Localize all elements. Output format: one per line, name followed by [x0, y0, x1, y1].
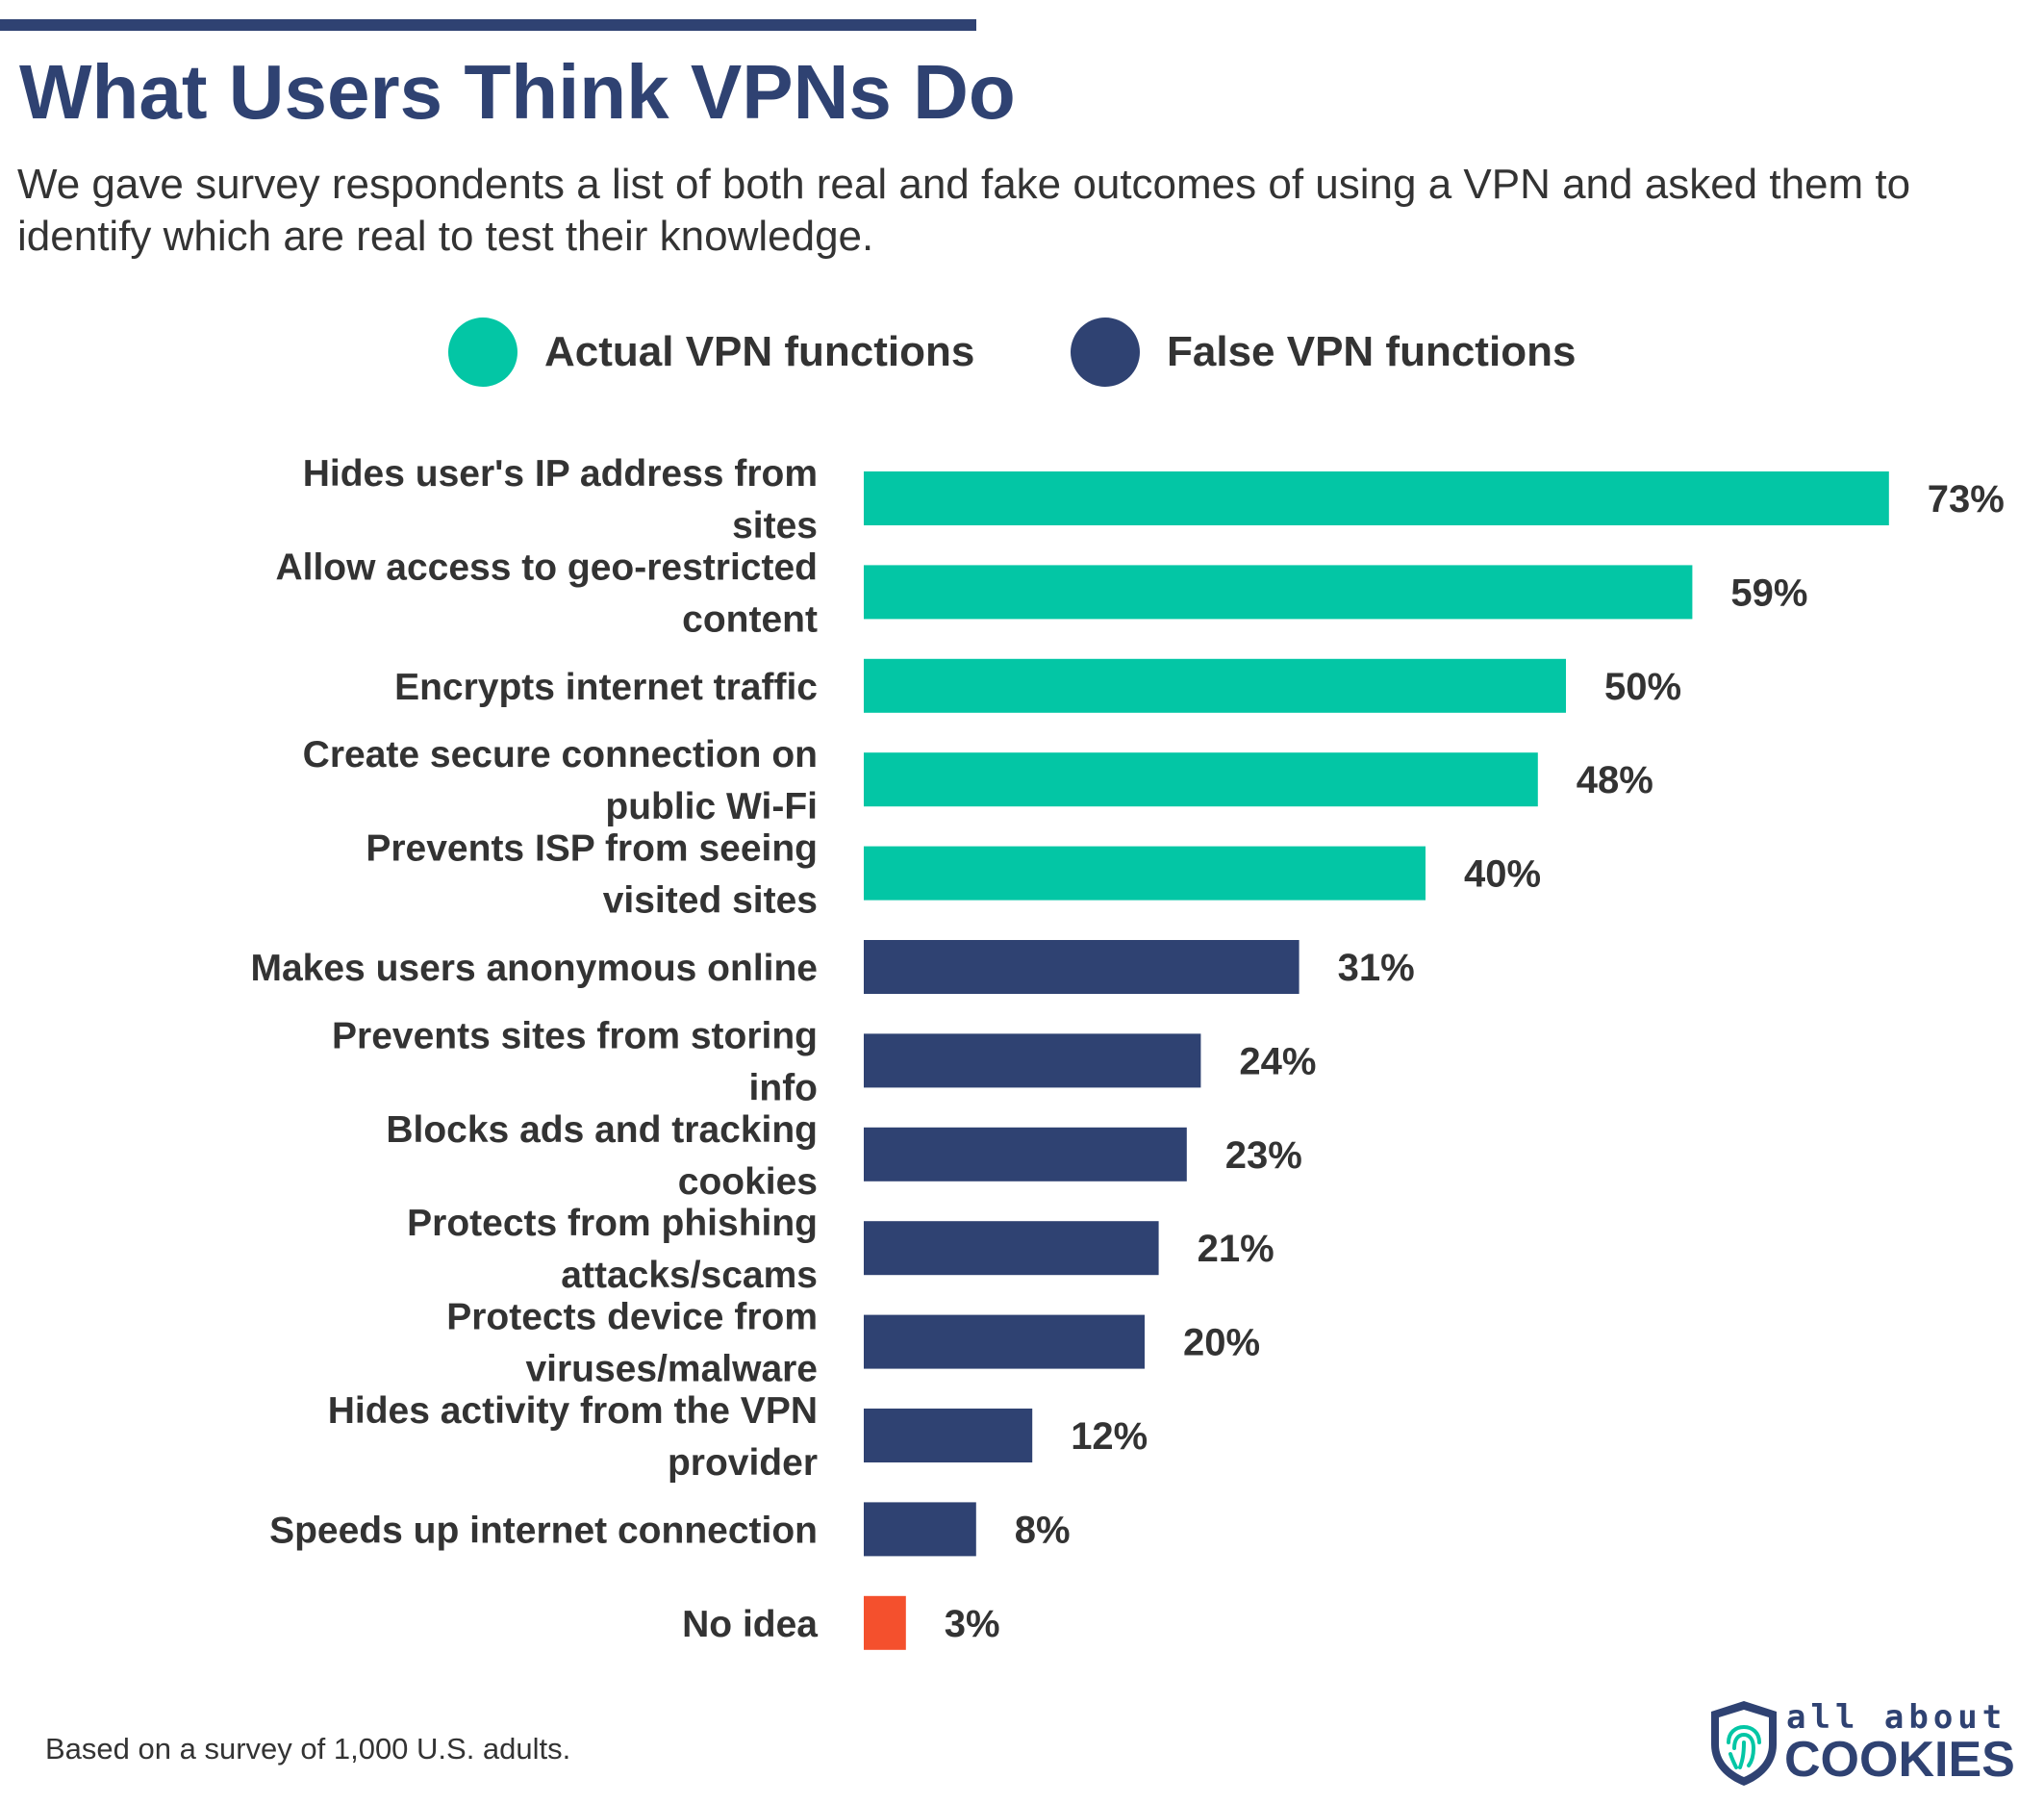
bar-7: [864, 1033, 1201, 1088]
legend-item-false: False VPN functions: [1071, 318, 1576, 387]
value-label-10: 20%: [1183, 1322, 1260, 1364]
value-label-7: 24%: [1239, 1040, 1316, 1082]
legend-label-actual: Actual VPN functions: [544, 328, 975, 375]
bar-6: [864, 940, 1300, 994]
category-label-2: Allow access to geo-restricted content: [275, 546, 818, 640]
value-label-2: 59%: [1730, 572, 1807, 614]
page-subtitle: We gave survey respondents a list of bot…: [17, 161, 1911, 260]
value-label-9: 21%: [1198, 1228, 1274, 1270]
page-title: What Users Think VPNs Do: [19, 49, 1016, 135]
shield-fingerprint-icon: [1711, 1701, 1777, 1786]
footnote: Based on a survey of 1,000 U.S. adults.: [45, 1732, 571, 1766]
value-label-1: 73%: [1928, 478, 2005, 521]
legend-swatch-actual: [448, 318, 517, 387]
category-label-1: Hides user's IP address from sites: [303, 453, 818, 546]
legend-swatch-false: [1071, 318, 1140, 387]
value-label-4: 48%: [1577, 759, 1653, 801]
bar-4: [864, 752, 1538, 807]
bar-2: [864, 565, 1693, 620]
bar-12: [864, 1502, 976, 1557]
value-label-6: 31%: [1338, 947, 1415, 989]
logo-text-small: all about: [1786, 1698, 2007, 1737]
value-label-13: 3%: [945, 1603, 1000, 1645]
category-label-11: Hides activity from the VPN provider: [328, 1390, 818, 1484]
value-label-5: 40%: [1464, 853, 1541, 896]
value-label-12: 8%: [1015, 1509, 1071, 1551]
category-label-7: Prevents sites from storing info: [332, 1015, 818, 1108]
category-label-13: No idea: [682, 1604, 818, 1645]
value-label-8: 23%: [1225, 1134, 1302, 1177]
category-label-10: Protects device from viruses/malware: [446, 1297, 818, 1390]
bar-10: [864, 1314, 1145, 1369]
category-label-3: Encrypts internet traffic: [394, 667, 818, 708]
bar-3: [864, 658, 1566, 713]
title-accent-bar: [0, 19, 976, 31]
bar-chart: 73% Hides user's IP address from sites 59% A…: [250, 453, 2005, 1650]
value-label-11: 12%: [1071, 1415, 1148, 1458]
legend-item-actual: Actual VPN functions: [448, 318, 974, 387]
bar-5: [864, 846, 1426, 901]
legend-label-false: False VPN functions: [1167, 328, 1577, 375]
category-label-6: Makes users anonymous online: [250, 948, 818, 989]
value-label-3: 50%: [1604, 666, 1681, 708]
bar-11: [864, 1409, 1033, 1462]
bar-8: [864, 1127, 1187, 1181]
category-label-4: Create secure connection on public Wi-Fi: [303, 734, 818, 827]
bar-13: [864, 1595, 906, 1650]
category-label-5: Prevents ISP from seeing visited sites: [366, 828, 818, 922]
category-label-8: Blocks ads and tracking cookies: [386, 1109, 818, 1203]
bar-1: [864, 471, 1889, 525]
category-label-9: Protects from phishing attacks/scams: [407, 1203, 818, 1296]
logo-text-big: COOKIES: [1784, 1732, 2015, 1788]
brand-logo: all about COOKIES: [1707, 1698, 2015, 1790]
bar-9: [864, 1221, 1159, 1276]
category-label-12: Speeds up internet connection: [269, 1510, 818, 1551]
